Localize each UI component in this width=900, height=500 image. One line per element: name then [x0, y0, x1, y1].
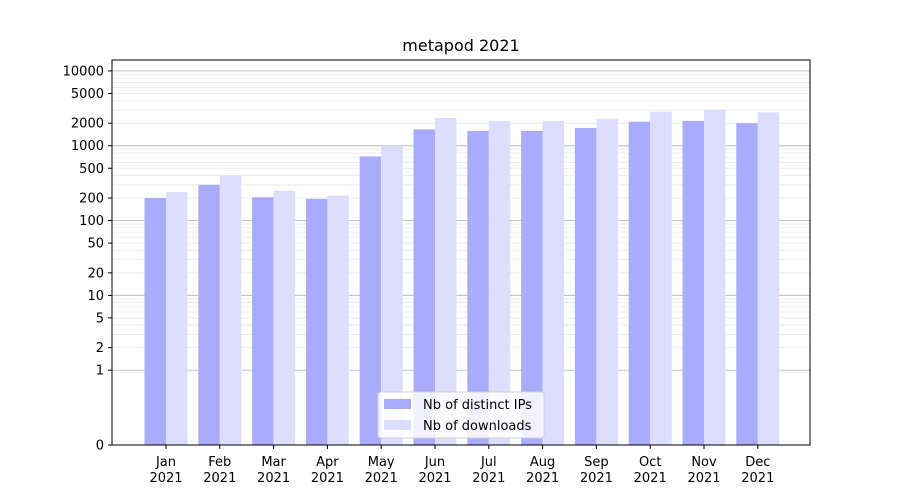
y-tick-label: 10 [87, 289, 104, 304]
y-tick-label: 1000 [71, 139, 104, 154]
bar-downloads [704, 109, 726, 445]
legend-label: Nb of distinct IPs [423, 398, 532, 413]
x-tick-label: Feb 2021 [203, 455, 236, 486]
bar-downloads [650, 111, 672, 445]
bar-downloads [488, 120, 511, 445]
bar-distinct-ips [144, 198, 166, 445]
bar-downloads [327, 195, 349, 445]
bar-distinct-ips [736, 123, 758, 446]
y-tick-label: 0 [96, 439, 104, 454]
x-tick-label: Apr 2021 [311, 455, 344, 486]
bar-distinct-ips [628, 121, 651, 445]
bar-distinct-ips [359, 156, 382, 445]
bars [144, 109, 780, 446]
y-tick-label: 10000 [63, 64, 104, 79]
x-tick-label: Mar 2021 [257, 455, 290, 486]
bar-downloads [381, 145, 403, 445]
y-tick-label: 5000 [71, 87, 104, 102]
x-tick-label: Sep 2021 [580, 455, 613, 486]
bar-downloads [273, 190, 296, 445]
bar-downloads [757, 112, 780, 445]
x-tick-label: May 2021 [365, 455, 398, 486]
y-tick-label: 200 [79, 192, 104, 207]
bar-distinct-ips [467, 130, 489, 445]
x-tick-label: Aug 2021 [526, 455, 559, 486]
bar-distinct-ips [574, 127, 597, 445]
legend-swatch [384, 420, 411, 430]
bar-downloads [219, 175, 242, 445]
bar-downloads [435, 117, 457, 445]
x-tick-label: Oct 2021 [634, 455, 667, 486]
x-tick-label: Dec 2021 [741, 455, 774, 486]
y-tick-label: 5 [96, 311, 104, 326]
y-tick-label: 1 [96, 364, 104, 379]
legend-label: Nb of downloads [423, 419, 532, 434]
y-axis: 0 1 2 5 10 20 50 100 200 500 1000 2000 5000 10000 [63, 64, 112, 454]
x-tick-label: Nov 2021 [687, 455, 720, 486]
chart-title: metapod 2021 [402, 36, 519, 55]
bar-distinct-ips [252, 197, 274, 445]
y-tick-label: 100 [79, 214, 104, 229]
plot-area [111, 59, 811, 446]
legend-swatch [384, 399, 411, 409]
legend-box [377, 391, 545, 439]
y-tick-label: 50 [87, 237, 104, 252]
bar-distinct-ips [413, 129, 435, 445]
bar-distinct-ips [198, 184, 220, 445]
bar-distinct-ips [682, 120, 704, 445]
bar-downloads [166, 192, 188, 445]
bar-downloads [596, 118, 618, 445]
y-tick-label: 500 [79, 162, 104, 177]
x-tick-label: Jun 2021 [418, 455, 451, 486]
x-tick-label: Jul 2021 [472, 455, 505, 486]
bar-distinct-ips [305, 198, 328, 445]
legend: Nb of distinct IPs Nb of downloads [377, 391, 545, 439]
x-axis: Jan 2021 Feb 2021 Mar 2021 Apr 2021 May 2021 Jun 20… [149, 445, 774, 486]
bar-distinct-ips [521, 130, 543, 445]
y-tick-label: 20 [87, 266, 104, 281]
y-tick-label: 2000 [71, 117, 104, 132]
x-tick-label: Jan 2021 [149, 455, 182, 486]
bar-downloads [542, 120, 565, 445]
y-tick-label: 2 [96, 341, 104, 356]
